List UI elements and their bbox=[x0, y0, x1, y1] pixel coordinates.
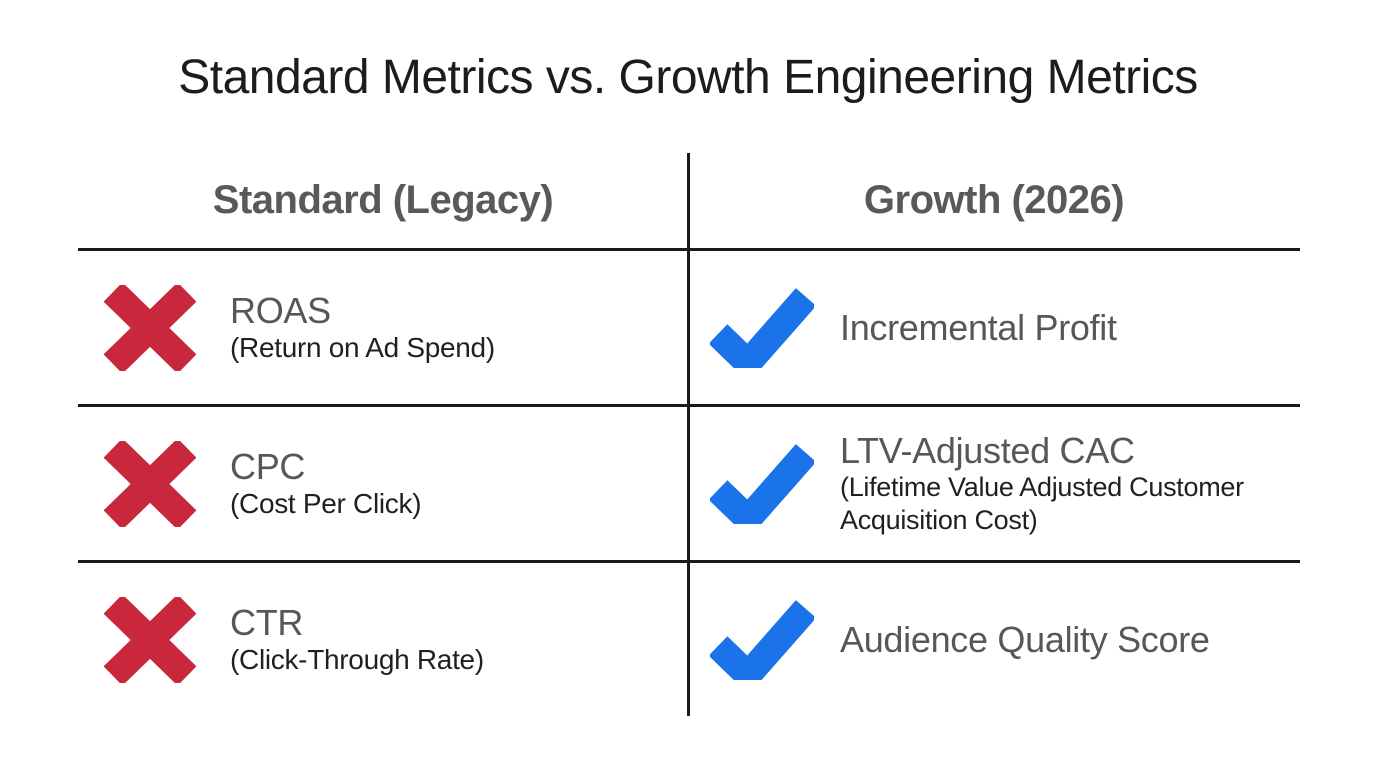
metric-text-block: Incremental Profit bbox=[840, 307, 1117, 348]
standard-cell-roas: ROAS (Return on Ad Spend) bbox=[78, 251, 688, 404]
metric-description: (Lifetime Value Adjusted Customer Acquis… bbox=[840, 472, 1244, 536]
metric-text-block: Audience Quality Score bbox=[840, 619, 1210, 660]
check-mark-icon bbox=[710, 443, 814, 524]
comparison-table: Standard (Legacy) Growth (2026) ROAS (Re… bbox=[78, 153, 1300, 716]
metric-name: LTV-Adjusted CAC bbox=[840, 429, 1135, 471]
growth-cell-ltv-adjusted-cac: LTV-Adjusted CAC (Lifetime Value Adjuste… bbox=[688, 407, 1300, 560]
metric-description: (Return on Ad Spend) bbox=[230, 332, 495, 364]
metric-text-block: ROAS (Return on Ad Spend) bbox=[230, 290, 495, 366]
metric-description: (Click-Through Rate) bbox=[230, 644, 484, 676]
metric-text-block: CTR (Click-Through Rate) bbox=[230, 602, 484, 678]
metric-text-block: CPC (Cost Per Click) bbox=[230, 445, 422, 522]
metric-name: Incremental Profit bbox=[840, 306, 1117, 348]
metric-description: (Cost Per Click) bbox=[230, 488, 422, 520]
check-mark-icon bbox=[710, 599, 814, 680]
metric-text-block: LTV-Adjusted CAC (Lifetime Value Adjuste… bbox=[840, 430, 1260, 537]
metric-name: ROAS bbox=[230, 289, 331, 331]
growth-cell-audience-quality-score: Audience Quality Score bbox=[688, 563, 1300, 716]
x-mark-icon bbox=[104, 440, 196, 527]
metric-name: Audience Quality Score bbox=[840, 618, 1210, 660]
page-title: Standard Metrics vs. Growth Engineering … bbox=[178, 51, 1198, 104]
standard-cell-ctr: CTR (Click-Through Rate) bbox=[78, 563, 688, 716]
standard-cell-cpc: CPC (Cost Per Click) bbox=[78, 407, 688, 560]
column-divider-line bbox=[687, 153, 690, 716]
check-mark-icon bbox=[710, 287, 814, 368]
x-mark-icon bbox=[104, 284, 196, 371]
table-row: CPC (Cost Per Click) LTV-Adjusted CAC (L… bbox=[78, 404, 1300, 560]
standard-column-header: Standard (Legacy) bbox=[212, 178, 554, 222]
growth-cell-incremental-profit: Incremental Profit bbox=[688, 251, 1300, 404]
x-mark-icon bbox=[104, 596, 196, 683]
metric-name: CPC bbox=[230, 445, 306, 487]
growth-column-header: Growth (2026) bbox=[863, 178, 1125, 222]
metric-name: CTR bbox=[230, 601, 304, 643]
table-header-row: Standard (Legacy) Growth (2026) bbox=[78, 153, 1300, 248]
